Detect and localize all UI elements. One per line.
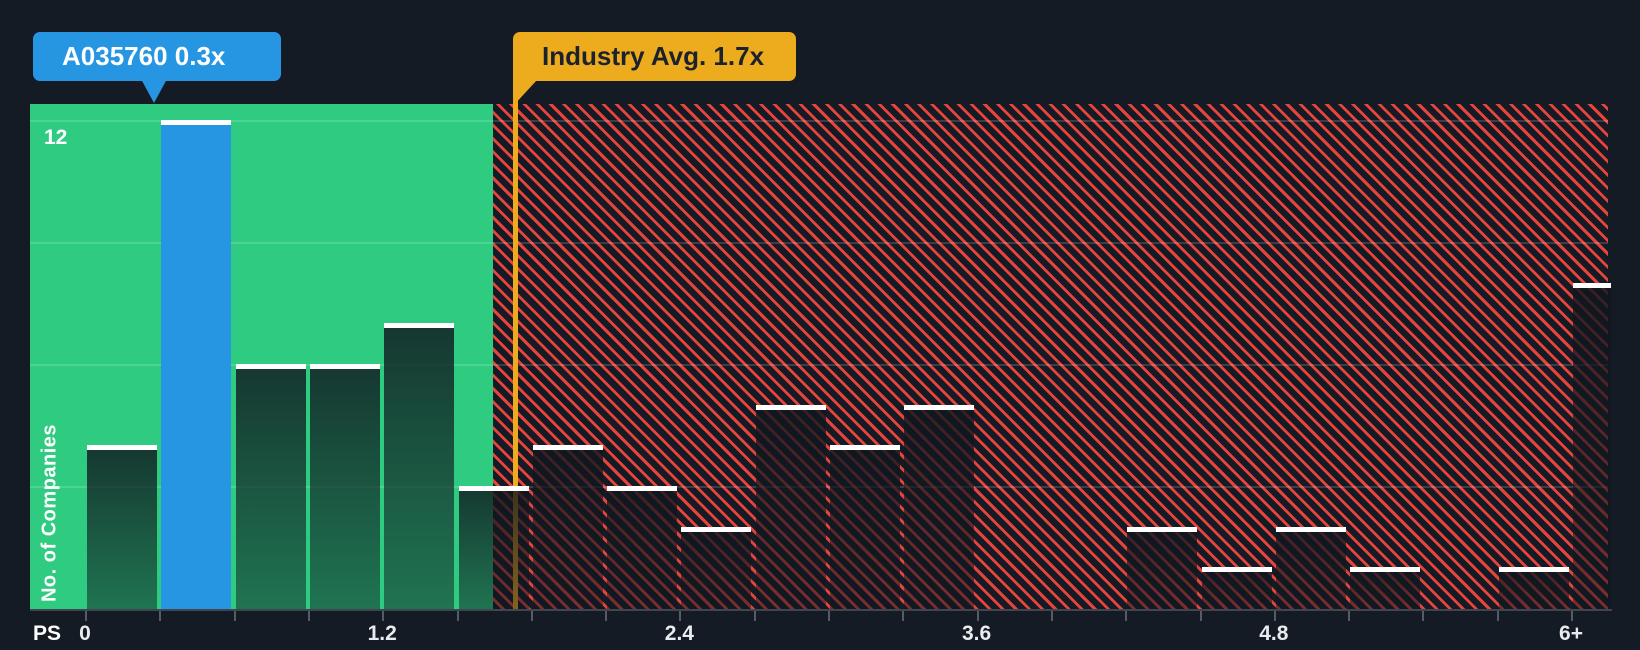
axis-tick (1199, 611, 1202, 621)
axis-tick (456, 611, 459, 621)
y-axis-max-label: 12 (44, 126, 68, 149)
axis-tick (159, 611, 162, 621)
axis-tick (1050, 611, 1053, 621)
above-average-zone (493, 104, 1608, 610)
company-marker-callout[interactable]: A035760 0.3x (33, 32, 282, 103)
axis-tick (679, 611, 682, 621)
industry-average-callout[interactable]: Industry Avg. 1.7x (513, 32, 797, 106)
histogram-bar[interactable] (1573, 282, 1611, 610)
axis-tick (233, 611, 236, 621)
x-axis-tick-label: 2.4 (664, 622, 694, 645)
histogram-bar[interactable] (532, 445, 603, 610)
plot-area (30, 104, 1608, 610)
axis-tick (530, 611, 533, 621)
histogram-bar[interactable] (87, 445, 157, 610)
x-axis-tick-label: 0 (79, 622, 91, 645)
axis-tick (1273, 611, 1276, 621)
axis-tick (85, 611, 87, 621)
axis-tick (1571, 611, 1573, 621)
gridline (30, 363, 1608, 366)
gridline (30, 119, 1608, 122)
x-axis-tick-label: 1.2 (367, 622, 397, 645)
histogram-bar[interactable] (607, 486, 678, 610)
histogram-bar[interactable] (1127, 526, 1198, 610)
histogram-bar[interactable] (1498, 567, 1569, 610)
axis-tick (1422, 611, 1425, 621)
axis-tick (828, 611, 830, 621)
histogram-bar[interactable] (1350, 567, 1421, 610)
histogram-bar[interactable] (1201, 567, 1272, 610)
axis-tick (1125, 611, 1128, 621)
histogram-bar[interactable] (384, 323, 455, 610)
x-axis-line (30, 609, 1612, 611)
axis-tick (382, 611, 385, 621)
histogram-bar[interactable] (309, 363, 380, 610)
callout-pointer-icon (141, 79, 167, 103)
histogram-bar[interactable] (681, 526, 752, 610)
company-marker-label: A035760 0.3x (62, 41, 226, 71)
axis-tick (753, 611, 756, 621)
x-axis-tick-label: 4.8 (1259, 622, 1289, 645)
industry-average-label: Industry Avg. 1.7x (542, 41, 765, 71)
histogram-bar[interactable] (235, 363, 306, 610)
company-histogram-bar[interactable] (161, 119, 232, 610)
axis-tick (605, 611, 608, 621)
axis-tick (1496, 611, 1499, 621)
histogram-bar[interactable] (904, 404, 975, 610)
axis-tick (1348, 611, 1351, 621)
gridline (30, 241, 1608, 244)
axis-tick (307, 611, 310, 621)
x-axis-tick-label: 3.6 (961, 622, 992, 645)
callout-pointer-icon (513, 80, 537, 106)
industry-average-line (513, 79, 518, 610)
axis-tick (902, 611, 905, 621)
axis-tick (976, 611, 979, 621)
histogram-bar[interactable] (755, 404, 826, 610)
histogram-bar[interactable] (830, 445, 900, 610)
x-axis-tick-label: 6+ (1559, 622, 1583, 645)
histogram-bar[interactable] (458, 486, 529, 610)
y-axis-title: No. of Companies (38, 423, 61, 603)
x-axis-prefix-label: PS (33, 622, 62, 645)
histogram-bar[interactable] (1275, 526, 1346, 610)
